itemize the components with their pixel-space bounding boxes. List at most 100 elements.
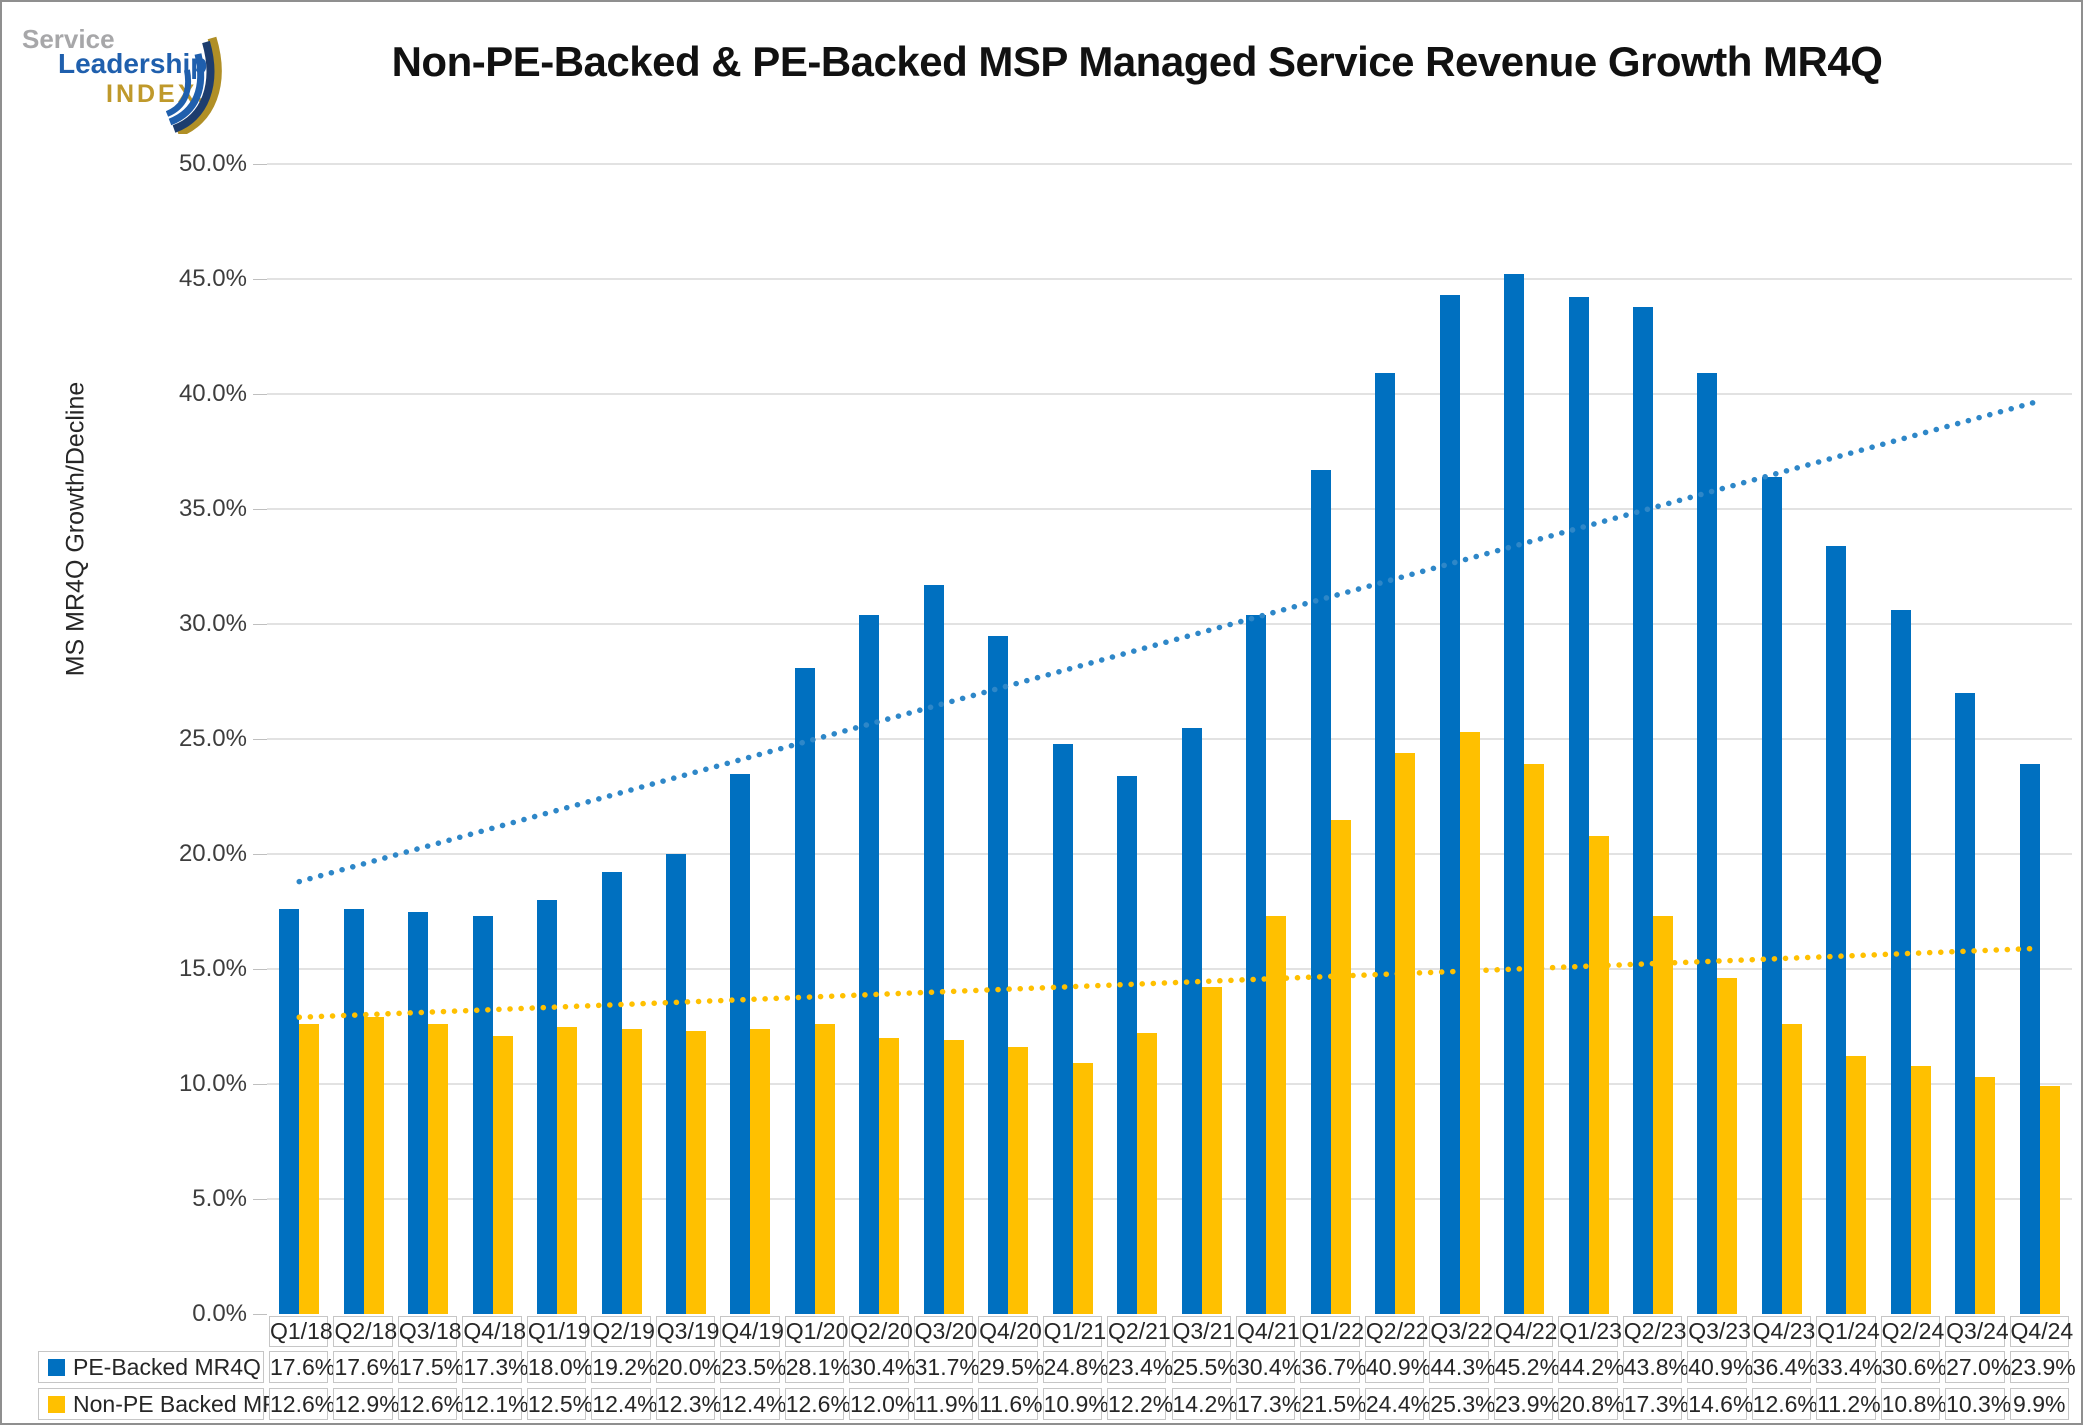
- bar-non-pe-backed-mr4q: [1717, 978, 1738, 1314]
- bar-non-pe-backed-mr4q: [1072, 1063, 1093, 1314]
- bar-pe-backed-mr4q: [537, 900, 558, 1314]
- y-axis-tick-mark: [253, 164, 267, 165]
- value-cell-non-pe-backed-mr4q: 17.3%: [1622, 1388, 1689, 1420]
- value-cell-non-pe-backed-mr4q: 25.3%: [1429, 1388, 1496, 1420]
- bar-pe-backed-mr4q: [279, 909, 300, 1314]
- category-header-cell: Q4/23: [1751, 1316, 1815, 1347]
- category-header-cell: Q1/20: [784, 1316, 848, 1347]
- value-cell-non-pe-backed-mr4q: 11.6%: [978, 1388, 1043, 1420]
- logo-text-leadership: Leadership: [58, 48, 208, 79]
- value-cell-pe-backed-mr4q: 23.5%: [720, 1351, 786, 1383]
- bar-pe-backed-mr4q: [1439, 295, 1460, 1314]
- category-header-cell: Q2/21: [1107, 1316, 1171, 1347]
- value-cell-non-pe-backed-mr4q: 23.9%: [1493, 1388, 1560, 1420]
- category-header-cell: Q4/19: [720, 1316, 784, 1347]
- bar-pe-backed-mr4q: [408, 911, 429, 1314]
- bar-non-pe-backed-mr4q: [686, 1031, 707, 1314]
- value-cell-pe-backed-mr4q: 17.6%: [333, 1351, 400, 1383]
- value-cell-pe-backed-mr4q: 17.5%: [397, 1351, 464, 1383]
- bar-non-pe-backed-mr4q: [750, 1028, 771, 1314]
- bar-non-pe-backed-mr4q: [879, 1038, 900, 1314]
- category-header-cell: Q3/18: [397, 1316, 462, 1347]
- value-cell-non-pe-backed-mr4q: 12.0%: [849, 1388, 915, 1420]
- legend-item-pe-backed-mr4q: PE-Backed MR4Q: [38, 1351, 264, 1383]
- bar-pe-backed-mr4q: [1117, 775, 1138, 1314]
- value-cell-non-pe-backed-mr4q: 12.4%: [720, 1388, 786, 1420]
- bar-pe-backed-mr4q: [1697, 373, 1718, 1314]
- bar-non-pe-backed-mr4q: [2039, 1086, 2060, 1314]
- bar-non-pe-backed-mr4q: [1588, 835, 1609, 1314]
- bar-non-pe-backed-mr4q: [1846, 1056, 1867, 1314]
- category-header-cell: Q4/24: [2009, 1316, 2073, 1347]
- bar-non-pe-backed-mr4q: [1975, 1077, 1996, 1314]
- legend-item-non-pe-backed-mr4q: Non-PE Backed MR4Q: [38, 1388, 309, 1420]
- logo-swoosh-icon: [166, 36, 222, 134]
- bar-pe-backed-mr4q: [2019, 764, 2040, 1314]
- value-cell-non-pe-backed-mr4q: 9.9%: [2009, 1388, 2069, 1420]
- value-cell-pe-backed-mr4q: 40.9%: [1364, 1351, 1431, 1383]
- value-cell-pe-backed-mr4q: 17.6%: [269, 1351, 335, 1383]
- value-cell-non-pe-backed-mr4q: 10.3%: [1945, 1388, 2011, 1420]
- service-leadership-index-logo: Service Leadership INDEX.: [14, 10, 244, 134]
- bar-non-pe-backed-mr4q: [943, 1040, 964, 1314]
- value-cell-pe-backed-mr4q: 19.2%: [591, 1351, 658, 1383]
- bar-non-pe-backed-mr4q: [492, 1035, 513, 1314]
- category-header-cell: Q1/21: [1042, 1316, 1106, 1347]
- value-cell-non-pe-backed-mr4q: 10.8%: [1880, 1388, 1947, 1420]
- bar-non-pe-backed-mr4q: [1137, 1033, 1158, 1314]
- value-cell-non-pe-backed-mr4q: 12.2%: [1107, 1388, 1173, 1420]
- category-header-cell: Q4/20: [978, 1316, 1042, 1347]
- y-axis-tick-mark: [253, 1084, 267, 1085]
- value-cell-pe-backed-mr4q: 43.8%: [1622, 1351, 1689, 1383]
- bar-non-pe-backed-mr4q: [363, 1017, 384, 1314]
- y-axis-tick-label: 0.0%: [192, 1300, 247, 1327]
- chart-title: Non-PE-Backed & PE-Backed MSP Managed Se…: [391, 38, 1883, 85]
- bar-non-pe-backed-mr4q: [1201, 987, 1222, 1314]
- bar-pe-backed-mr4q: [1890, 610, 1911, 1314]
- value-cell-pe-backed-mr4q: 29.5%: [978, 1351, 1044, 1383]
- value-cell-pe-backed-mr4q: 24.8%: [1042, 1351, 1109, 1383]
- bar-non-pe-backed-mr4q: [1395, 752, 1416, 1314]
- y-axis-tick-label: 40.0%: [178, 380, 247, 407]
- category-header-cell: Q3/21: [1171, 1316, 1235, 1347]
- value-cell-pe-backed-mr4q: 36.7%: [1300, 1351, 1367, 1383]
- bar-pe-backed-mr4q: [794, 667, 815, 1314]
- bar-non-pe-backed-mr4q: [1330, 819, 1351, 1314]
- y-axis-tick-label: 25.0%: [178, 725, 247, 752]
- category-header-cell: Q3/23: [1687, 1316, 1751, 1347]
- bar-pe-backed-mr4q: [1955, 693, 1976, 1314]
- category-header-cell: Q2/19: [591, 1316, 655, 1347]
- value-cell-pe-backed-mr4q: 44.3%: [1429, 1351, 1496, 1383]
- value-cell-non-pe-backed-mr4q: 12.6%: [1751, 1388, 1818, 1420]
- bar-non-pe-backed-mr4q: [621, 1028, 642, 1314]
- legend-swatch-non-pe-backed-mr4q: [48, 1395, 65, 1413]
- category-header-cell: Q2/20: [849, 1316, 913, 1347]
- bar-non-pe-backed-mr4q: [299, 1024, 320, 1314]
- value-cell-pe-backed-mr4q: 30.6%: [1880, 1351, 1947, 1383]
- bar-non-pe-backed-mr4q: [1008, 1047, 1029, 1314]
- value-cell-pe-backed-mr4q: 30.4%: [1235, 1351, 1302, 1383]
- y-axis-tick-mark: [253, 279, 267, 280]
- y-axis-tick-mark: [253, 854, 267, 855]
- gridline: [267, 1083, 2072, 1085]
- value-cell-pe-backed-mr4q: 20.0%: [655, 1351, 722, 1383]
- bar-pe-backed-mr4q: [1375, 373, 1396, 1314]
- value-cell-non-pe-backed-mr4q: 12.3%: [655, 1388, 722, 1420]
- bar-non-pe-backed-mr4q: [1910, 1065, 1931, 1314]
- category-header-cell: Q2/23: [1622, 1316, 1686, 1347]
- value-cell-pe-backed-mr4q: 44.2%: [1558, 1351, 1625, 1383]
- y-axis-tick-mark: [253, 1199, 267, 1200]
- category-header-cell: Q2/22: [1364, 1316, 1429, 1347]
- gridline: [267, 738, 2072, 740]
- y-axis-tick-label: 15.0%: [178, 955, 247, 982]
- legend-swatch-pe-backed-mr4q: [48, 1358, 65, 1376]
- category-header-cell: Q2/24: [1880, 1316, 1944, 1347]
- category-header-cell: Q3/20: [913, 1316, 977, 1347]
- value-cell-non-pe-backed-mr4q: 12.4%: [591, 1388, 658, 1420]
- value-cell-non-pe-backed-mr4q: 11.2%: [1816, 1388, 1881, 1420]
- value-cell-non-pe-backed-mr4q: 14.6%: [1687, 1388, 1753, 1420]
- y-axis-tick-label: 5.0%: [192, 1185, 247, 1212]
- bar-pe-backed-mr4q: [923, 584, 944, 1314]
- value-cell-pe-backed-mr4q: 33.4%: [1816, 1351, 1882, 1383]
